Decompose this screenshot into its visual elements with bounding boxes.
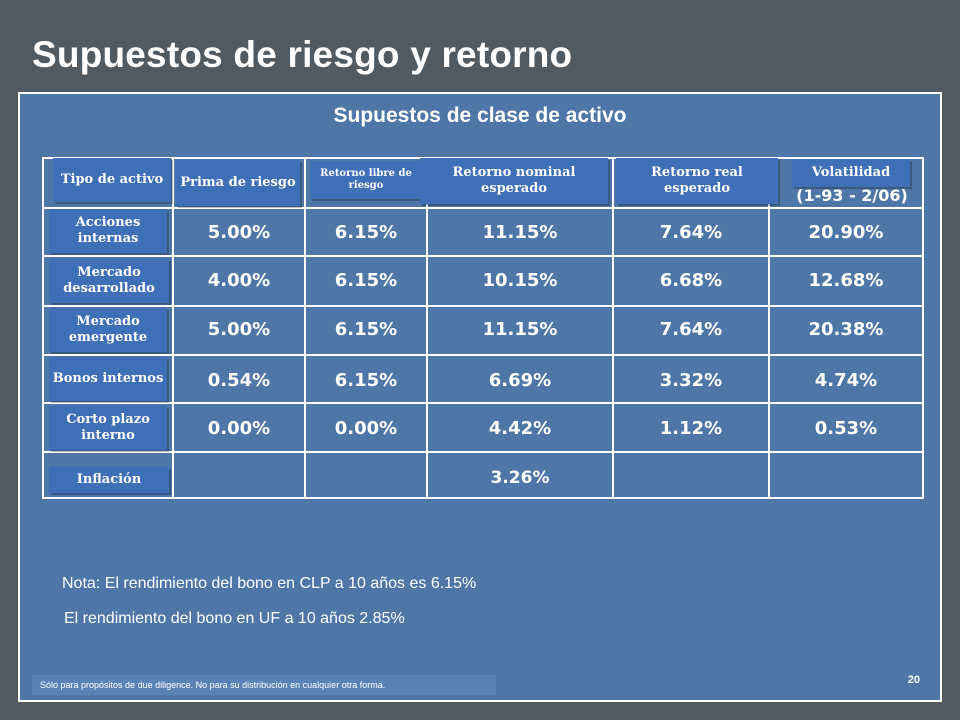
row-label-mercado-emergente: Mercado emergente — [49, 308, 167, 352]
table-cell: 12.68% — [808, 270, 884, 291]
table-cell: 1.12% — [659, 418, 723, 439]
table-cell: 3.32% — [659, 370, 723, 391]
table-cell: 6.15% — [334, 222, 398, 243]
table-row-line — [42, 207, 924, 209]
page-number: 20 — [907, 674, 920, 686]
table-cell: 4.42% — [488, 418, 552, 439]
header-volatilidad: Volatilidad — [792, 159, 910, 187]
table-cell: 0.53% — [814, 418, 878, 439]
table-left-border — [42, 157, 44, 497]
slide-title: Supuestos de riesgo y retorno — [32, 34, 573, 75]
table-row-line — [42, 255, 924, 257]
panel-title: Supuestos de clase de activo — [333, 104, 627, 127]
table-col-line — [426, 157, 428, 497]
table-col-line — [768, 157, 770, 497]
table-cell: 0.00% — [334, 418, 398, 439]
table-bottom-border — [42, 497, 924, 499]
table-right-border — [922, 157, 924, 497]
table-cell: 4.74% — [814, 370, 878, 391]
header-tipo-de-activo: Tipo de activo — [53, 158, 171, 202]
table-cell: 6.68% — [659, 270, 723, 291]
header-retorno-libre: Retorno libre de riesgo — [310, 161, 422, 199]
table-cell: 11.15% — [482, 222, 558, 243]
footer-disclaimer: Sólo para propósitos de due diligence. N… — [32, 675, 496, 695]
table-row-line — [42, 402, 924, 404]
table-cell: 6.69% — [488, 370, 552, 391]
table-cell: 0.00% — [207, 418, 271, 439]
note-uf-bond: El rendimiento del bono en UF a 10 años … — [64, 610, 405, 627]
table-cell: 0.54% — [207, 370, 271, 391]
table-cell: 11.15% — [482, 319, 558, 340]
row-label-mercado-desarrollado: Mercado desarrollado — [49, 259, 169, 303]
header-prima-de-riesgo: Prima de riesgo — [176, 160, 300, 206]
content-panel: Supuestos de clase de activo Tipo de act… — [18, 92, 942, 702]
header-retorno-nominal: Retorno nominal esperado — [420, 158, 608, 204]
table-cell: 6.15% — [334, 319, 398, 340]
table-cell: 20.38% — [808, 319, 884, 340]
table-cell: 10.15% — [482, 270, 558, 291]
table-row-line — [42, 354, 924, 356]
table-cell: 4.00% — [207, 270, 271, 291]
table-col-line — [304, 157, 306, 497]
table-col-line — [612, 157, 614, 497]
table-cell: 20.90% — [808, 222, 884, 243]
note-clp-bond: Nota: El rendimiento del bono en CLP a 1… — [62, 575, 477, 592]
table-cell: 3.26% — [490, 468, 550, 488]
table-cell: 7.64% — [659, 222, 723, 243]
table-col-line — [172, 157, 174, 497]
table-cell: 5.00% — [207, 222, 271, 243]
volatility-period: (1-93 - 2/06) — [796, 186, 908, 205]
row-label-inflacion: Inflación — [49, 467, 169, 493]
table-cell: 6.15% — [334, 270, 398, 291]
table-row-line — [42, 305, 924, 307]
header-retorno-real: Retorno real esperado — [616, 158, 778, 204]
row-label-acciones-internas: Acciones internas — [49, 209, 167, 253]
row-label-bonos-internos: Bonos internos — [49, 357, 167, 401]
row-label-corto-plazo-interno: Corto plazo interno — [49, 406, 167, 450]
table-cell: 6.15% — [334, 370, 398, 391]
table-cell: 5.00% — [207, 319, 271, 340]
table-row-line — [42, 451, 924, 453]
table-cell: 7.64% — [659, 319, 723, 340]
